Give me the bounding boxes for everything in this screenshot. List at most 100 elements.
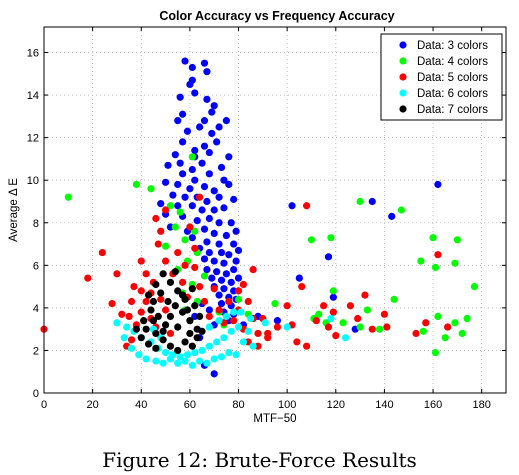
data-point	[186, 223, 194, 231]
data-point	[210, 257, 218, 265]
data-point	[205, 342, 213, 350]
data-point	[188, 342, 196, 350]
legend-entry: Data: 3 colors	[417, 40, 488, 52]
data-point	[329, 293, 337, 301]
data-point	[108, 300, 116, 308]
data-point	[174, 346, 182, 355]
data-point	[159, 327, 167, 335]
data-point	[188, 202, 196, 210]
data-point	[232, 227, 240, 235]
data-point	[176, 93, 184, 101]
data-point	[166, 355, 175, 363]
x-tick-label: 140	[375, 399, 393, 411]
data-point	[210, 187, 218, 195]
data-point	[320, 302, 328, 310]
data-point	[176, 208, 184, 216]
data-point	[215, 306, 223, 314]
data-point	[205, 148, 213, 157]
data-point	[196, 123, 204, 131]
data-point	[217, 276, 226, 284]
data-point	[453, 236, 461, 244]
data-point	[191, 302, 199, 310]
data-point	[470, 283, 478, 291]
data-point	[225, 180, 233, 189]
data-point	[217, 300, 226, 308]
data-point	[205, 323, 213, 331]
data-point	[210, 285, 218, 293]
data-point	[154, 312, 162, 320]
data-point	[137, 308, 145, 316]
data-point	[458, 329, 466, 338]
data-point	[244, 297, 252, 306]
chart-title: Color Accuracy vs Frequency Accuracy	[159, 9, 394, 23]
data-point	[412, 329, 420, 338]
data-point	[232, 351, 240, 359]
data-point	[113, 270, 121, 278]
data-point	[220, 176, 228, 184]
data-point	[161, 242, 170, 250]
legend-marker	[399, 41, 407, 49]
data-point	[283, 302, 291, 310]
data-point	[186, 185, 194, 193]
data-point	[161, 178, 170, 186]
data-point	[174, 359, 182, 367]
data-point	[179, 291, 187, 299]
data-point	[181, 193, 189, 201]
data-point	[361, 291, 369, 299]
data-point	[327, 234, 335, 242]
data-point	[191, 146, 199, 155]
data-point	[295, 274, 303, 282]
data-point	[368, 325, 376, 333]
data-point	[271, 300, 279, 308]
data-point	[161, 257, 170, 265]
x-tick-label: 20	[87, 399, 99, 411]
data-point	[307, 236, 316, 244]
data-point	[239, 338, 247, 346]
data-point	[210, 370, 218, 378]
data-point	[205, 170, 213, 178]
data-point	[249, 265, 257, 274]
data-point	[127, 336, 136, 344]
data-point	[227, 278, 235, 286]
data-point	[179, 138, 187, 146]
data-point	[193, 334, 201, 342]
data-point	[196, 193, 204, 201]
data-point	[213, 268, 221, 276]
data-point	[329, 308, 337, 316]
data-point	[84, 274, 92, 282]
data-point	[225, 348, 233, 357]
data-point	[132, 180, 140, 189]
data-point	[161, 306, 170, 314]
data-point	[123, 323, 131, 331]
data-point	[164, 161, 172, 169]
data-point	[205, 312, 213, 320]
data-point	[264, 329, 272, 338]
data-point	[215, 123, 223, 131]
data-point	[144, 340, 153, 348]
data-point	[171, 268, 179, 276]
data-point	[225, 153, 233, 161]
data-point	[324, 253, 333, 261]
legend-marker	[399, 105, 407, 113]
data-point	[208, 129, 216, 137]
data-point	[188, 165, 196, 174]
series-5-colors	[40, 193, 452, 350]
data-point	[135, 351, 143, 359]
data-point	[234, 274, 243, 282]
data-point	[161, 206, 170, 214]
x-tick-label: 0	[41, 399, 47, 411]
data-point	[159, 359, 167, 367]
x-tick-label: 60	[184, 399, 196, 411]
data-point	[161, 348, 170, 357]
axis-ticks: 0 20 40 60 80 100 120 140 160 180 0 2 4 6 8 10 12 14 16	[27, 27, 506, 411]
data-point	[220, 204, 228, 212]
data-point	[171, 223, 179, 231]
data-point	[179, 170, 187, 178]
data-point	[186, 80, 194, 89]
data-point	[198, 206, 206, 214]
data-point	[234, 287, 243, 295]
data-point	[205, 306, 213, 314]
data-point	[210, 355, 218, 363]
data-point	[188, 285, 196, 293]
data-point	[154, 240, 162, 248]
